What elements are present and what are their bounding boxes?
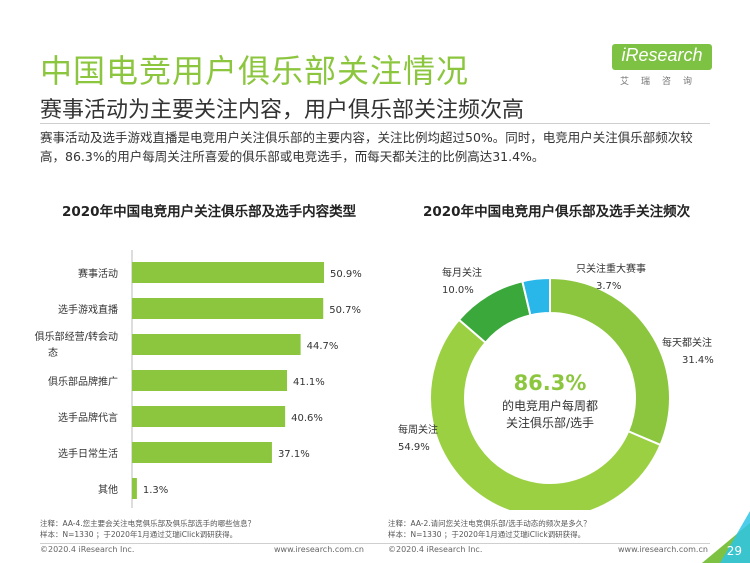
pie-chart-title: 2020年中国电竞用户俱乐部及选手关注频次 bbox=[423, 204, 691, 220]
bar-value-label: 1.3% bbox=[143, 485, 168, 496]
donut-center-text-2: 关注俱乐部/选手 bbox=[506, 415, 594, 430]
bar-value-label: 37.1% bbox=[278, 449, 310, 460]
donut-slice-4 bbox=[521, 276, 551, 317]
bar-value-label: 41.1% bbox=[293, 377, 325, 388]
donut-category-label: 每月关注 bbox=[442, 266, 482, 279]
left-chart-note: 注释：AA-4.您主要会关注电竞俱乐部及俱乐部选手的哪些信息？ 样本：N=133… bbox=[40, 518, 255, 540]
bar-2 bbox=[132, 298, 324, 319]
donut-slice-2 bbox=[429, 318, 662, 510]
bar-category-label: 俱乐部经营/转会动态 bbox=[35, 330, 118, 359]
donut-category-label: 每天都关注 bbox=[662, 336, 712, 349]
page-title: 中国电竞用户俱乐部关注情况 bbox=[40, 52, 470, 90]
logo-badge bbox=[612, 44, 712, 70]
bar-category-label: 其他 bbox=[98, 483, 118, 496]
content-type-bar-chart: 赛事活动 50.9% 选手游戏直播 50.7% 俱乐部经营/转会动态 44.7% 俱乐部品牌… bbox=[35, 250, 362, 508]
bar-value-label: 40.6% bbox=[291, 413, 323, 424]
footer-copyright-left: ©2020.4 iResearch Inc. bbox=[40, 545, 135, 554]
footer-copyright-right: ©2020.4 iResearch Inc. bbox=[388, 545, 483, 554]
bar-7 bbox=[132, 478, 137, 499]
bar-category-label: 选手品牌代言 bbox=[58, 411, 118, 424]
left-note-sample: 样本：N=1330 ；于2020年1月通过艾瑞iClick调研获得。 bbox=[40, 530, 238, 539]
bar-category-label: 俱乐部品牌推广 bbox=[48, 375, 118, 388]
donut-category-label: 每周关注 bbox=[398, 423, 438, 436]
donut-center-value: 86.3% bbox=[514, 371, 587, 395]
bar-value-label: 50.9% bbox=[330, 269, 362, 280]
page-subtitle: 赛事活动为主要关注内容，用户俱乐部关注频次高 bbox=[40, 98, 525, 123]
left-note-question: 注释：AA-4.您主要会关注电竞俱乐部及俱乐部选手的哪些信息？ bbox=[40, 519, 256, 528]
footer-divider bbox=[40, 543, 710, 544]
donut-value-label: 3.7% bbox=[596, 281, 621, 292]
bar-1 bbox=[132, 262, 324, 283]
page-number: 29 bbox=[726, 544, 742, 558]
bar-category-label: 赛事活动 bbox=[78, 267, 118, 280]
iresearch-logo: iResearch 艾瑞咨询 bbox=[612, 44, 712, 90]
bar-category-label: 选手日常生活 bbox=[58, 447, 118, 460]
corner-accent bbox=[720, 511, 750, 563]
donut-value-label: 10.0% bbox=[442, 285, 474, 296]
frequency-donut-chart: 每天都关注 31.4% 每周关注 54.9% 每月关注 10.0% 只关注重大赛事 3.7% 8… bbox=[398, 262, 714, 510]
right-note-question: 注释：AA-2.请问您关注电竞俱乐部/选手动态的频次是多久？ bbox=[388, 519, 591, 528]
bar-value-label: 50.7% bbox=[329, 305, 361, 316]
right-note-sample: 样本：N=1330 ；于2020年1月通过艾瑞iClick调研获得。 bbox=[388, 530, 586, 539]
logo-text: iResearch bbox=[621, 45, 703, 65]
donut-category-label: 只关注重大赛事 bbox=[576, 262, 646, 275]
bar-chart-title: 2020年中国电竞用户关注俱乐部及选手内容类型 bbox=[62, 204, 357, 220]
footer-website-left: www.iresearch.com.cn bbox=[274, 545, 364, 554]
donut-center-text-1: 的电竞用户每周都 bbox=[502, 398, 598, 413]
bar-4 bbox=[132, 370, 288, 391]
donut-value-label: 31.4% bbox=[682, 355, 714, 366]
bar-value-label: 44.7% bbox=[307, 341, 339, 352]
title-divider bbox=[40, 123, 710, 124]
bar-category-label: 选手游戏直播 bbox=[58, 303, 118, 316]
logo-cn-text: 艾瑞咨询 bbox=[620, 77, 705, 87]
right-chart-note: 注释：AA-2.请问您关注电竞俱乐部/选手动态的频次是多久？ 样本：N=1330… bbox=[388, 518, 591, 540]
description-text: 赛事活动及选手游戏直播是电竞用户关注俱乐部的主要内容，关注比例均超过50%。同时… bbox=[40, 130, 693, 164]
bar-5 bbox=[132, 406, 286, 427]
donut-value-label: 54.9% bbox=[398, 442, 430, 453]
bar-6 bbox=[132, 442, 272, 463]
bar-3 bbox=[132, 334, 301, 355]
footer-website-right: www.iresearch.com.cn bbox=[618, 545, 708, 554]
